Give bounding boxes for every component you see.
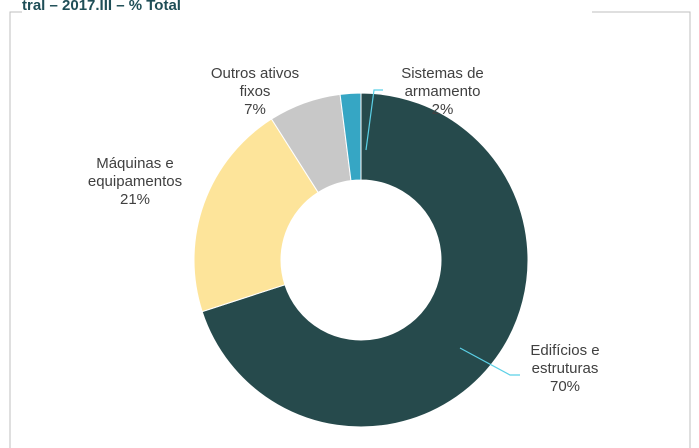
leader-line	[459, 347, 520, 376]
slice	[201, 92, 529, 428]
frame-left	[9, 11, 22, 448]
chart-title: tral – 2017.III – % Total	[22, 0, 181, 14]
value-label: 70%	[549, 378, 581, 395]
slice-label: Edifícios e estruturas 70%	[515, 342, 615, 396]
leader-line	[365, 89, 383, 151]
slice-label: Outros ativos fixos 7%	[195, 65, 315, 119]
slice	[339, 92, 362, 182]
slice-label: Máquinas e equipamentos 21%	[70, 155, 200, 209]
category-label: Edifícios e estruturas	[530, 342, 600, 377]
slice	[193, 118, 319, 313]
category-label: Máquinas e equipamentos	[87, 155, 183, 190]
slice-label: Sistemas de armamento 2%	[385, 65, 500, 119]
slices	[193, 92, 529, 428]
category-label: Sistemas de armamento	[401, 65, 484, 100]
value-label: 7%	[244, 101, 266, 118]
value-label: 21%	[119, 191, 151, 208]
category-label: Outros ativos fixos	[210, 65, 300, 100]
value-label: 2%	[431, 101, 454, 118]
frame-right	[592, 11, 691, 448]
